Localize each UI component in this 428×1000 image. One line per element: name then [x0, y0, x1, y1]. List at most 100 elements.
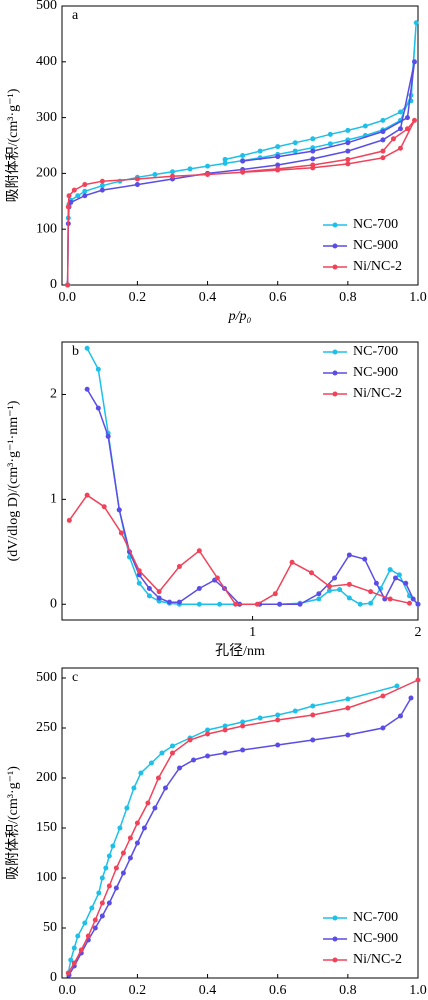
data-point	[275, 162, 281, 168]
data-point	[292, 148, 298, 154]
data-point	[89, 905, 95, 911]
data-point	[368, 600, 374, 606]
data-point	[357, 601, 363, 607]
y-axis-label: 吸附体积/(cm³·g⁻¹)	[5, 88, 21, 202]
data-point	[254, 601, 260, 607]
data-point	[82, 920, 88, 926]
legend-label: NC-700	[353, 910, 398, 925]
data-point	[257, 148, 263, 154]
data-point	[310, 156, 316, 162]
data-point	[187, 166, 193, 172]
data-point	[95, 366, 101, 372]
data-point	[275, 712, 281, 718]
data-point	[176, 599, 182, 605]
data-point	[127, 835, 133, 841]
data-point	[159, 750, 165, 756]
data-point	[345, 148, 351, 154]
data-point	[396, 572, 402, 578]
legend-label: NC-900	[353, 931, 398, 946]
data-point	[408, 695, 414, 701]
data-point	[289, 559, 295, 565]
data-point	[240, 723, 246, 729]
data-point	[116, 507, 122, 513]
data-point	[152, 805, 158, 811]
data-point	[105, 433, 111, 439]
data-point	[415, 601, 421, 607]
plot-frame	[61, 5, 419, 286]
data-point	[65, 204, 71, 210]
data-point	[413, 20, 419, 26]
data-point	[99, 875, 105, 881]
data-point	[101, 504, 107, 510]
panel-label: c	[72, 670, 78, 685]
series-line	[66, 61, 416, 286]
data-point	[75, 933, 81, 939]
y-tick-label: 100	[36, 870, 57, 885]
x-tick-label: 2	[415, 625, 422, 640]
data-point	[65, 282, 71, 288]
legend-label: Ni/NC-2	[353, 386, 402, 401]
data-point	[362, 556, 368, 562]
plot-frame	[61, 667, 419, 979]
data-point	[332, 575, 338, 581]
x-tick-label: 0.6	[269, 290, 287, 305]
data-point	[82, 182, 88, 188]
y-tick-label: 0	[50, 970, 57, 985]
data-point	[205, 753, 211, 759]
data-point	[345, 156, 351, 162]
data-point	[92, 917, 98, 923]
legend-label: Ni/NC-2	[353, 259, 402, 274]
data-point	[380, 117, 386, 123]
legend-marker	[332, 243, 338, 249]
series-line	[86, 388, 419, 606]
data-point	[345, 732, 351, 738]
data-point	[152, 172, 158, 178]
y-tick-label: 200	[36, 166, 57, 181]
data-point	[169, 750, 175, 756]
legend-marker	[332, 264, 338, 270]
data-point	[169, 169, 175, 175]
plot-frame	[61, 341, 419, 621]
data-point	[205, 163, 211, 169]
data-point	[292, 140, 298, 146]
data-point	[327, 141, 333, 147]
data-point	[345, 127, 351, 133]
data-point	[368, 589, 374, 595]
data-point	[110, 843, 116, 849]
data-point	[136, 580, 142, 586]
x-tick-label: 0.6	[269, 983, 287, 998]
x-tick-label: 0.0	[59, 983, 77, 998]
data-point	[66, 193, 72, 199]
data-point	[404, 115, 410, 121]
y-tick-label: 0	[50, 596, 57, 611]
y-tick-label: 200	[36, 770, 57, 785]
data-point	[127, 855, 133, 861]
data-point	[71, 945, 77, 951]
data-point	[136, 572, 142, 578]
x-tick-label: 0.2	[129, 983, 147, 998]
data-point	[99, 900, 105, 906]
data-point	[316, 596, 322, 602]
data-point	[191, 757, 197, 763]
series-line	[67, 685, 398, 974]
y-axis-label: 吸附体积/(cm³·g⁻¹)	[5, 766, 21, 880]
y-tick-label: 400	[36, 54, 57, 69]
data-point	[240, 153, 246, 159]
x-tick-label: 0.4	[199, 983, 217, 998]
data-point	[78, 947, 84, 953]
data-point	[373, 580, 379, 586]
legend-marker	[332, 957, 338, 963]
data-point	[380, 129, 386, 135]
data-point	[380, 155, 386, 161]
y-tick-label: 2	[50, 387, 57, 402]
y-tick-label: 500	[36, 670, 57, 685]
data-point	[297, 601, 303, 607]
data-point	[106, 900, 112, 906]
data-point	[84, 345, 90, 351]
data-point	[120, 870, 126, 876]
data-point	[233, 601, 239, 607]
data-point	[99, 178, 105, 184]
y-tick-label: 0	[50, 277, 57, 292]
data-point	[124, 805, 130, 811]
